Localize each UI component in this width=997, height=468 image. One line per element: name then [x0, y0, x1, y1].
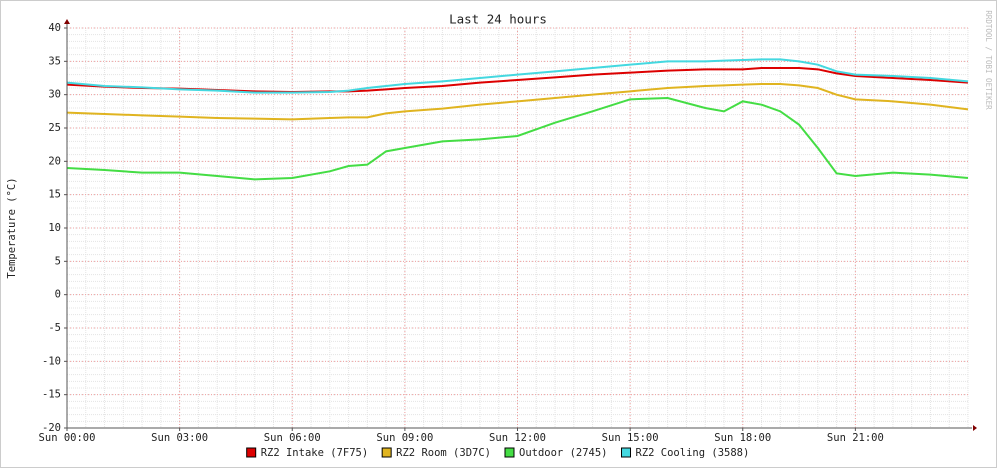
x-arrow	[973, 425, 977, 431]
x-tick-label: Sun 00:00	[39, 432, 96, 444]
y-tick-label: -20	[42, 422, 61, 434]
axes: -20 -15 -10 -5 0 5 10 15 20 25 30 35 40 Sun 00:00 Sun …	[39, 19, 977, 444]
y-tick-label: 25	[48, 122, 61, 134]
y-axis-label: Temperature (°C)	[6, 177, 18, 278]
y-tick-label: 5	[55, 255, 61, 267]
x-tick-label: Sun 03:00	[151, 432, 208, 444]
x-tick-label: Sun 18:00	[714, 432, 771, 444]
legend-swatch	[504, 447, 515, 458]
x-tick-label: Sun 12:00	[489, 432, 546, 444]
x-tick-label: Sun 15:00	[602, 432, 659, 444]
legend-item: Outdoor (2745)	[504, 447, 608, 459]
legend-item: RZ2 Intake (7F75)	[246, 447, 368, 459]
chart-title: Last 24 hours	[449, 12, 547, 27]
x-tick-label: Sun 09:00	[376, 432, 433, 444]
lines	[66, 58, 969, 181]
y-tick-label: -15	[42, 389, 61, 401]
legend-label: RZ2 Cooling (3588)	[636, 447, 750, 459]
y-tick-label: 40	[48, 22, 61, 34]
y-tick-label: 35	[48, 55, 61, 67]
x-tick-label: Sun 06:00	[264, 432, 321, 444]
y-tick-label: -10	[42, 355, 61, 367]
legend-swatch	[246, 447, 257, 458]
legend-label: RZ2 Room (3D7C)	[396, 447, 491, 459]
y-tick-label: 30	[48, 89, 61, 101]
y-tick-label: -5	[48, 322, 61, 334]
legend-label: RZ2 Intake (7F75)	[261, 447, 368, 459]
watermark: RRDTOOL / TOBI OETIKER	[984, 10, 993, 110]
y-tick-label: 20	[48, 155, 61, 167]
y-tick-label: 0	[55, 289, 61, 301]
legend: RZ2 Intake (7F75) RZ2 Room (3D7C) Outdoor …	[246, 447, 750, 459]
legend-item: RZ2 Room (3D7C)	[381, 447, 491, 459]
series-line	[66, 83, 969, 121]
legend-swatch	[621, 447, 632, 458]
y-arrow	[64, 19, 70, 24]
y-tick-label: 15	[48, 189, 61, 201]
y-tick-label: 10	[48, 222, 61, 234]
legend-item: RZ2 Cooling (3588)	[621, 447, 750, 459]
x-tick-label: Sun 21:00	[827, 432, 884, 444]
series-line	[66, 67, 969, 94]
legend-label: Outdoor (2745)	[519, 447, 608, 459]
series-line	[66, 96, 969, 181]
legend-swatch	[381, 447, 392, 458]
series-line	[66, 58, 969, 94]
